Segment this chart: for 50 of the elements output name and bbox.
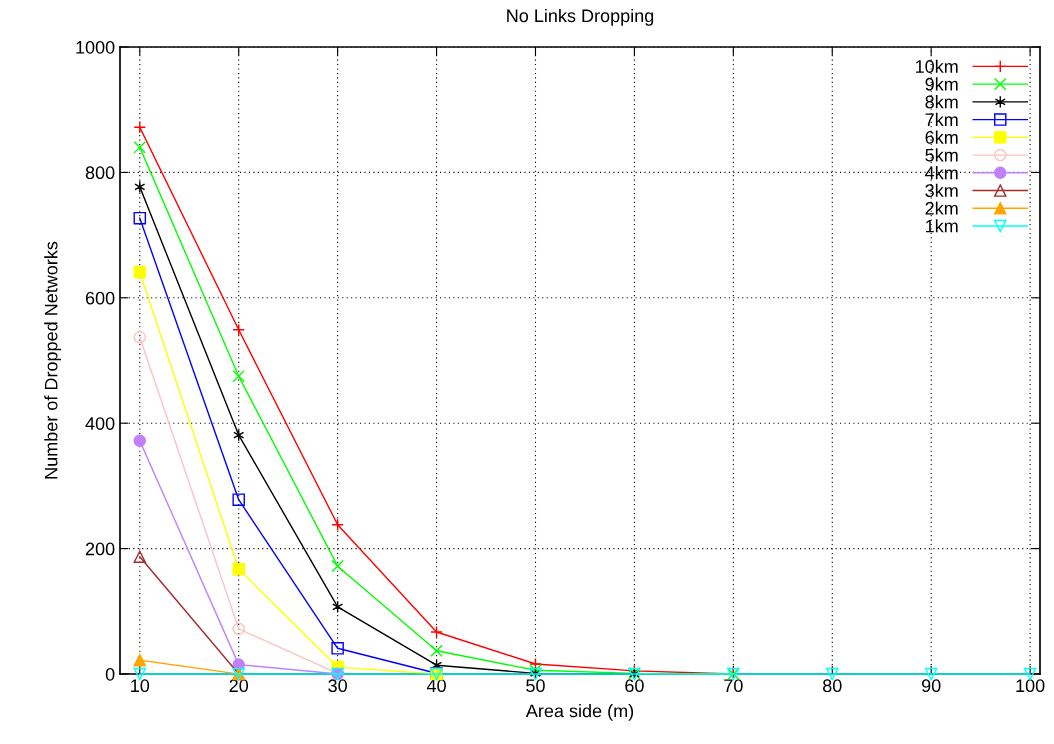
point — [133, 331, 147, 344]
point — [430, 644, 443, 658]
point — [232, 323, 245, 337]
point — [134, 180, 146, 194]
chart-title: No Links Dropping — [507, 8, 654, 26]
y-axis-title: Number of Dropped Networks — [44, 241, 62, 479]
legend-label: 10km — [915, 59, 958, 73]
x-tick-label: 90 — [921, 679, 941, 693]
legend-label: 5km — [925, 148, 958, 162]
legend-label: 7km — [925, 112, 958, 126]
x-tick-label: 60 — [625, 679, 644, 693]
y-tick-label: 600 — [85, 291, 115, 305]
legend-label: 9km — [925, 77, 958, 91]
x-axis-title: Area side (m) — [525, 704, 634, 721]
x-tick-label: 10 — [131, 679, 150, 693]
legend-label: 6km — [925, 130, 958, 144]
x-tick-label: 70 — [724, 679, 743, 693]
point — [332, 600, 344, 614]
y-tick-label: 1000 — [76, 40, 115, 54]
x-tick-label: 30 — [328, 679, 347, 693]
point — [133, 211, 147, 225]
x-tick-label: 40 — [426, 679, 446, 693]
point — [133, 550, 147, 564]
point — [232, 622, 245, 636]
point — [133, 653, 147, 667]
point — [232, 493, 245, 506]
y-tick-label: 200 — [85, 542, 115, 556]
x-tick-label: 20 — [229, 679, 249, 693]
legend-label: 8km — [925, 95, 958, 109]
point — [232, 563, 245, 576]
y-tick-label: 0 — [105, 667, 115, 681]
y-tick-label: 800 — [85, 166, 115, 180]
x-tick-label: 100 — [1016, 679, 1045, 693]
legend-label: 3km — [925, 183, 958, 198]
x-tick-label: 50 — [526, 679, 545, 693]
point — [133, 434, 147, 448]
point — [133, 121, 147, 134]
point — [232, 369, 245, 383]
point — [430, 625, 443, 639]
legend-label: 4km — [925, 166, 958, 180]
legend-label: 2km — [925, 201, 958, 215]
y-tick-label: 400 — [85, 417, 115, 430]
point — [233, 428, 245, 442]
point — [133, 141, 147, 154]
x-tick-label: 80 — [823, 679, 842, 693]
point — [331, 518, 344, 532]
legend-label: 1km — [926, 219, 958, 233]
point — [331, 559, 344, 573]
point — [133, 265, 147, 279]
point — [331, 642, 344, 655]
